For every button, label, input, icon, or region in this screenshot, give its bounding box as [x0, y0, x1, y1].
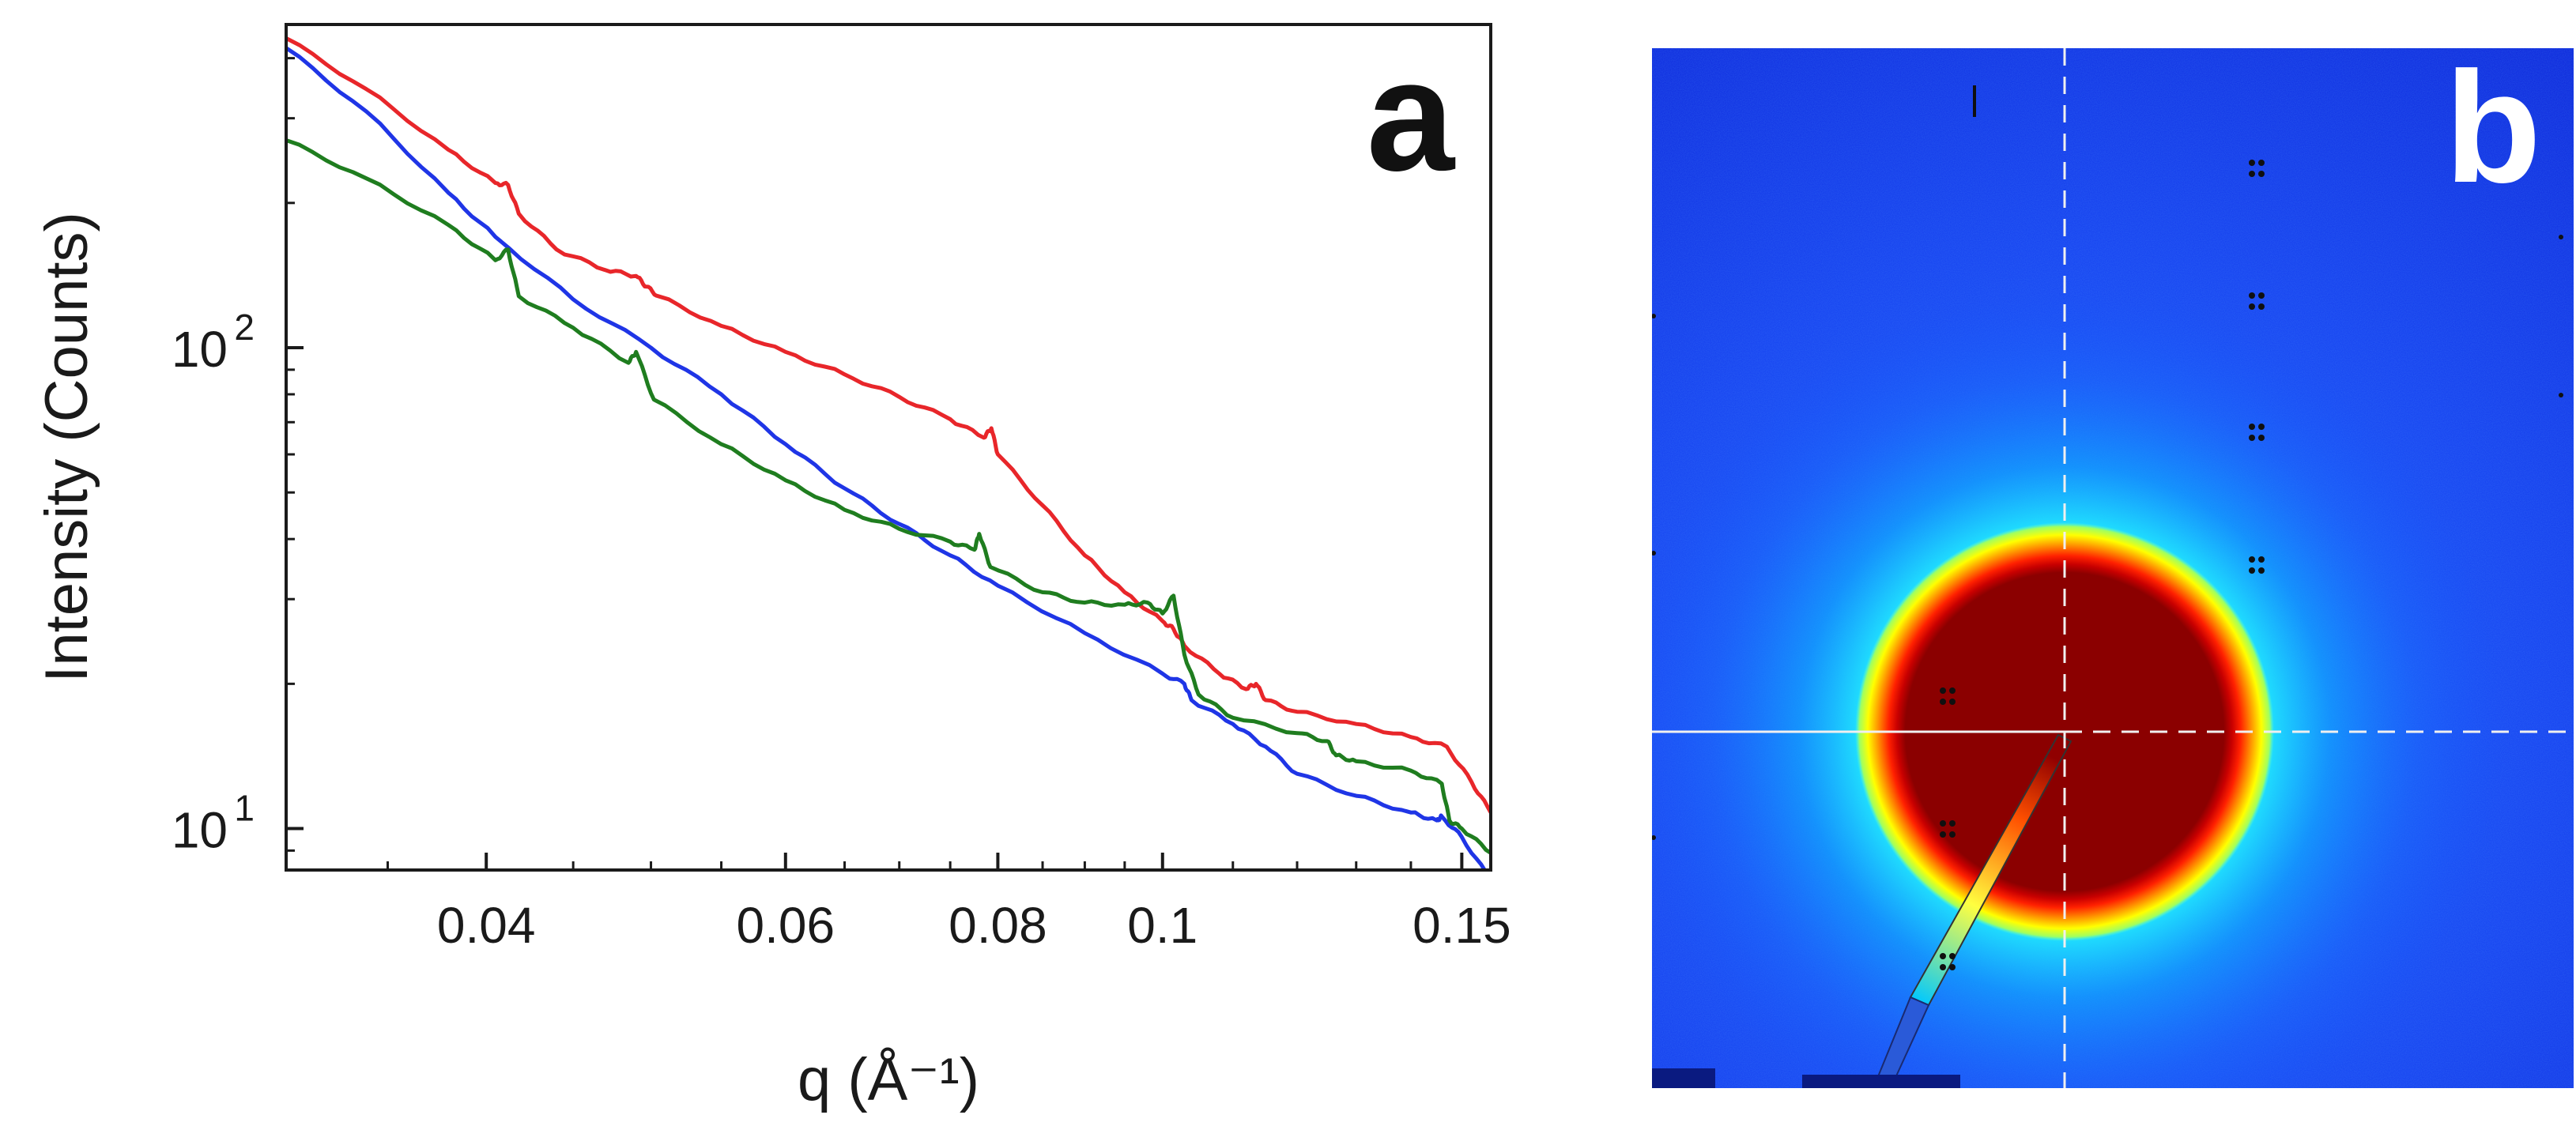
y-tick-label: 10: [172, 802, 228, 859]
detector-shadow: [1802, 1075, 1960, 1088]
plot-area: [286, 24, 1491, 870]
plot-frame: [285, 23, 1492, 872]
x-axis-ticks: 0.04 0.06 0.08 0.1 0.15: [387, 853, 1511, 954]
x-tick-label: 0.15: [1412, 897, 1511, 954]
x-tick-label: 0.1: [1127, 897, 1197, 954]
x-tick-label: 0.06: [737, 897, 835, 954]
panel-b-scattering-image: [1652, 48, 2574, 1088]
y-tick-label: 10: [172, 321, 228, 378]
panel-label-a: a: [1367, 28, 1456, 204]
beamstop-rod: [1872, 996, 1930, 1088]
x-tick-label: 0.04: [437, 897, 536, 954]
panel-label-b: b: [2445, 40, 2541, 216]
series-group: [286, 36, 1491, 870]
y-axis-title: Intensity (Counts): [33, 212, 100, 683]
series-line-blue: [286, 46, 1488, 870]
y-tick-exponent: 2: [234, 307, 255, 348]
detector-shadow-left: [1652, 1068, 1715, 1088]
detector-gap-markers: [1652, 85, 2563, 970]
y-tick-exponent: 1: [234, 788, 255, 829]
x-tick-label: 0.08: [949, 897, 1047, 954]
series-line-red: [286, 36, 1491, 814]
series-line-green: [286, 138, 1491, 855]
x-axis-title: q (Å⁻¹): [798, 1046, 979, 1113]
